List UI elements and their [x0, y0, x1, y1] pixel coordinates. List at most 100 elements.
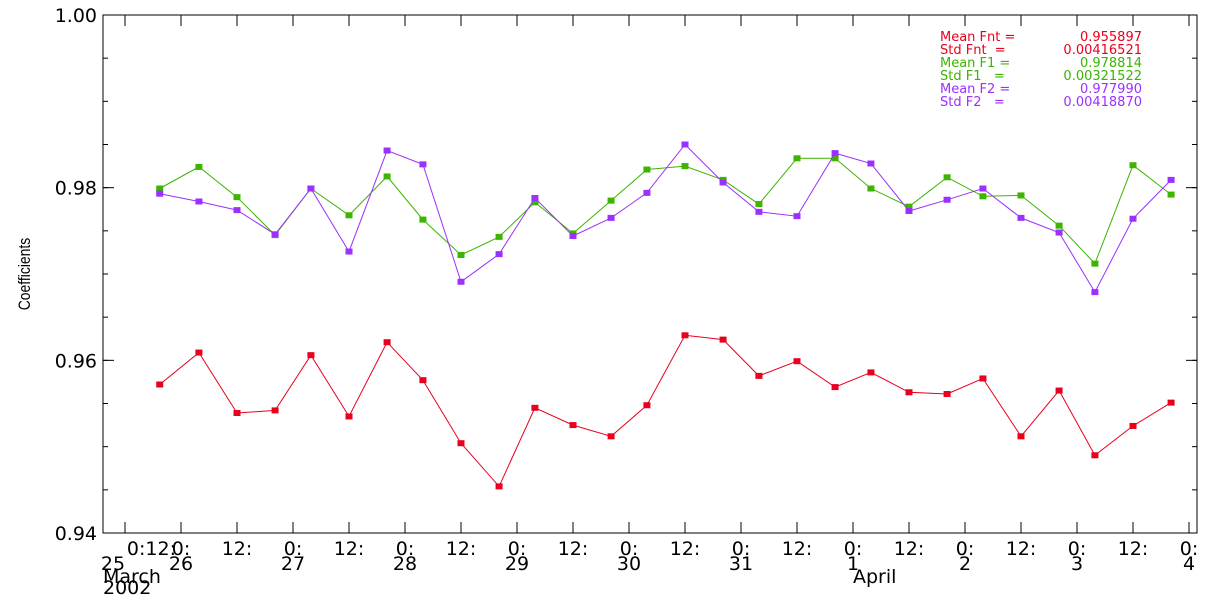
- data-point: [419, 216, 427, 223]
- data-point: [1129, 162, 1137, 169]
- x-tick-day-label: 28: [393, 553, 417, 575]
- data-point: [531, 404, 539, 411]
- data-point: [307, 352, 315, 359]
- x-tick-day-label: 3: [1071, 553, 1083, 575]
- y-tick-label: 0.94: [55, 523, 97, 545]
- data-point: [943, 196, 951, 203]
- data-point: [681, 163, 689, 170]
- data-point: [1055, 387, 1063, 394]
- data-point: [943, 174, 951, 181]
- x-tick-label: 0:: [1068, 538, 1087, 560]
- x-tick-day-label: 29: [505, 553, 529, 575]
- data-point: [1167, 191, 1175, 198]
- data-point: [195, 198, 203, 205]
- series-line: [159, 334, 1172, 488]
- x-tick-label: 12:: [334, 538, 365, 560]
- stat-value: 0.00321522: [1063, 69, 1142, 84]
- data-point: [419, 161, 427, 168]
- x-tick-label: 0:: [620, 538, 639, 560]
- stat-label: Std F2 =: [940, 95, 1005, 110]
- data-point: [345, 413, 353, 420]
- y-tick-label: 0.98: [55, 178, 97, 200]
- stat-label: Std Fnt =: [940, 43, 1006, 58]
- series-layer: [156, 141, 1175, 490]
- data-point: [681, 332, 689, 339]
- x-tick-day-label: 2: [959, 553, 971, 575]
- data-point: [831, 150, 839, 157]
- data-point: [755, 372, 763, 379]
- x-tick-day-label: 31: [729, 553, 753, 575]
- data-point: [156, 381, 164, 388]
- data-point: [569, 422, 577, 429]
- data-point: [457, 278, 465, 285]
- x-tick-label: 0:: [1180, 538, 1199, 560]
- data-point: [979, 185, 987, 192]
- x-tick-label: 0:: [508, 538, 527, 560]
- data-point: [607, 197, 615, 204]
- data-point: [607, 214, 615, 221]
- x-tick-day-label: 25: [101, 553, 125, 575]
- data-point: [345, 248, 353, 255]
- x-tick-label: 0:: [172, 538, 191, 560]
- data-point: [793, 155, 801, 162]
- data-point: [383, 173, 391, 180]
- data-point: [495, 483, 503, 490]
- annotations: Mean Fnt = 0.955897 Std Fnt = 0.00416521 Mea…: [940, 30, 1142, 110]
- data-point: [1091, 452, 1099, 459]
- data-point: [419, 377, 427, 384]
- x-tick-label: 12:: [446, 538, 477, 560]
- data-point: [755, 201, 763, 208]
- data-point: [905, 389, 913, 396]
- data-point: [495, 251, 503, 258]
- data-point: [607, 433, 615, 440]
- x-tick-label: 12:: [782, 538, 813, 560]
- y-tick-label: 0.96: [55, 350, 97, 372]
- x-tick-day-label: 27: [281, 553, 305, 575]
- x-tick-label: 0:: [284, 538, 303, 560]
- data-point: [233, 409, 241, 416]
- data-point: [383, 147, 391, 154]
- data-point: [1167, 176, 1175, 183]
- x-tick-day-label: 30: [617, 553, 641, 575]
- x-tick-label: 0:: [396, 538, 415, 560]
- x-tick-label: 12:: [558, 538, 589, 560]
- x-tick-label: 0:: [732, 538, 751, 560]
- series-f1: [156, 155, 1175, 267]
- series-f2: [156, 141, 1175, 296]
- data-point: [1167, 399, 1175, 406]
- x-tick-label: 0:: [956, 538, 975, 560]
- data-point: [345, 212, 353, 219]
- data-point: [1091, 289, 1099, 296]
- data-point: [979, 375, 987, 382]
- data-point: [831, 155, 839, 162]
- data-point: [867, 369, 875, 376]
- data-point: [755, 208, 763, 215]
- series-line: [159, 157, 1172, 265]
- data-point: [531, 199, 539, 206]
- stat-value: 0.977990: [1080, 82, 1142, 97]
- data-point: [905, 203, 913, 210]
- data-point: [233, 207, 241, 214]
- data-point: [643, 402, 651, 409]
- data-point: [1091, 260, 1099, 267]
- stat-value: 0.955897: [1080, 30, 1142, 45]
- data-point: [531, 195, 539, 202]
- x-extra-label: 2002: [103, 577, 151, 597]
- data-point: [1129, 215, 1137, 222]
- data-point: [383, 339, 391, 346]
- data-point: [643, 189, 651, 196]
- data-point: [979, 193, 987, 200]
- x-tick-label: 12:: [1118, 538, 1149, 560]
- data-point: [681, 141, 689, 148]
- x-tick-day-label: 26: [169, 553, 193, 575]
- stat-label: Mean F2 =: [940, 82, 1010, 97]
- x-tick-label: 12:: [894, 538, 925, 560]
- y-tick-label: 1.00: [55, 5, 97, 27]
- data-point: [156, 190, 164, 197]
- stat-label: Mean Fnt =: [940, 30, 1015, 45]
- stat-label: Mean F1 =: [940, 56, 1010, 71]
- x-tick-label: 0:: [844, 538, 863, 560]
- x-tick-day-label: 4: [1183, 553, 1195, 575]
